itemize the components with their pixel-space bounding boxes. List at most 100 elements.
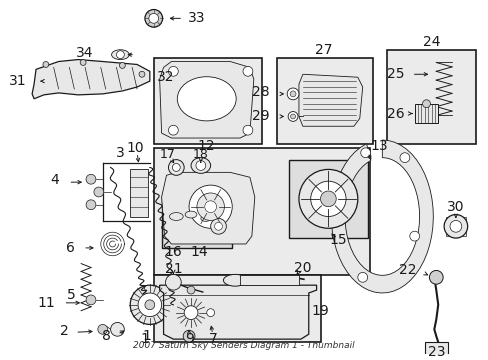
Text: 4: 4 [50, 173, 59, 187]
Text: 20: 20 [293, 261, 311, 275]
Text: 13: 13 [370, 139, 387, 153]
Text: 25: 25 [386, 67, 404, 81]
Text: 24: 24 [422, 35, 439, 49]
Text: 12: 12 [198, 139, 215, 153]
Polygon shape [161, 172, 254, 244]
Circle shape [183, 330, 195, 342]
Text: 7: 7 [209, 332, 218, 346]
Circle shape [172, 163, 180, 171]
Text: 1: 1 [140, 332, 149, 346]
Circle shape [196, 161, 205, 170]
Polygon shape [331, 140, 432, 293]
Text: 6: 6 [66, 241, 75, 255]
Polygon shape [159, 62, 253, 138]
Text: 5: 5 [66, 288, 75, 302]
Circle shape [449, 220, 461, 232]
Circle shape [86, 174, 96, 184]
Circle shape [243, 125, 252, 135]
Circle shape [98, 324, 107, 334]
Circle shape [409, 231, 419, 241]
Text: 32: 32 [156, 70, 174, 84]
Circle shape [168, 159, 184, 175]
Circle shape [298, 170, 357, 228]
Circle shape [203, 305, 218, 320]
Text: 2: 2 [60, 324, 68, 338]
Circle shape [94, 187, 103, 197]
Circle shape [210, 219, 226, 234]
Polygon shape [32, 59, 149, 99]
Text: 17: 17 [159, 148, 175, 161]
Ellipse shape [169, 213, 183, 220]
Circle shape [116, 51, 124, 59]
Circle shape [177, 299, 204, 327]
Circle shape [148, 13, 158, 23]
Circle shape [310, 181, 346, 216]
Polygon shape [298, 74, 362, 126]
Text: 26: 26 [386, 107, 404, 121]
Circle shape [399, 153, 409, 163]
Circle shape [139, 71, 144, 77]
Circle shape [43, 62, 49, 67]
Circle shape [360, 148, 370, 158]
Text: 23: 23 [427, 345, 444, 359]
Ellipse shape [111, 50, 129, 59]
FancyBboxPatch shape [130, 170, 147, 216]
Circle shape [86, 295, 96, 305]
Circle shape [243, 66, 252, 76]
Circle shape [290, 114, 295, 119]
Circle shape [165, 274, 181, 290]
Circle shape [130, 285, 169, 324]
Circle shape [287, 112, 297, 121]
Text: 30: 30 [446, 200, 464, 214]
Circle shape [119, 63, 125, 68]
Text: 2007 Saturn Sky Senders Diagram 1 - Thumbnail: 2007 Saturn Sky Senders Diagram 1 - Thum… [133, 341, 354, 350]
Text: 27: 27 [314, 43, 331, 57]
Text: 21: 21 [164, 261, 182, 275]
Text: 15: 15 [329, 233, 346, 247]
Circle shape [320, 191, 336, 207]
Text: 11: 11 [38, 296, 56, 310]
Circle shape [204, 201, 216, 213]
Text: 19: 19 [311, 304, 329, 318]
Circle shape [168, 66, 178, 76]
FancyBboxPatch shape [153, 275, 320, 342]
Circle shape [80, 59, 86, 66]
Text: 34: 34 [75, 46, 93, 60]
Text: 33: 33 [188, 12, 205, 25]
Circle shape [187, 286, 195, 294]
Ellipse shape [201, 216, 210, 221]
FancyBboxPatch shape [277, 58, 373, 144]
Circle shape [357, 273, 367, 282]
Text: 16: 16 [164, 245, 182, 259]
FancyBboxPatch shape [161, 197, 232, 248]
FancyBboxPatch shape [153, 58, 261, 144]
Text: 28: 28 [251, 85, 269, 99]
FancyBboxPatch shape [153, 148, 369, 275]
Circle shape [422, 100, 429, 108]
Text: 14: 14 [190, 245, 207, 259]
Circle shape [289, 91, 295, 97]
Circle shape [443, 215, 467, 238]
Circle shape [168, 125, 178, 135]
Circle shape [197, 193, 224, 220]
Ellipse shape [177, 77, 236, 121]
Text: 31: 31 [9, 74, 26, 88]
Text: 9: 9 [184, 332, 193, 346]
Text: 1: 1 [142, 329, 151, 343]
Ellipse shape [185, 211, 197, 218]
Circle shape [286, 88, 298, 100]
Text: 29: 29 [251, 109, 269, 123]
Ellipse shape [223, 274, 246, 286]
Circle shape [144, 9, 162, 27]
FancyBboxPatch shape [240, 275, 298, 285]
Circle shape [184, 306, 198, 320]
Circle shape [86, 200, 96, 210]
FancyBboxPatch shape [288, 159, 367, 238]
FancyBboxPatch shape [424, 342, 447, 360]
Ellipse shape [191, 158, 210, 174]
Text: 18: 18 [192, 148, 208, 161]
Circle shape [110, 323, 124, 336]
FancyBboxPatch shape [414, 104, 437, 123]
Text: 3: 3 [116, 146, 124, 160]
Text: 22: 22 [398, 264, 416, 278]
